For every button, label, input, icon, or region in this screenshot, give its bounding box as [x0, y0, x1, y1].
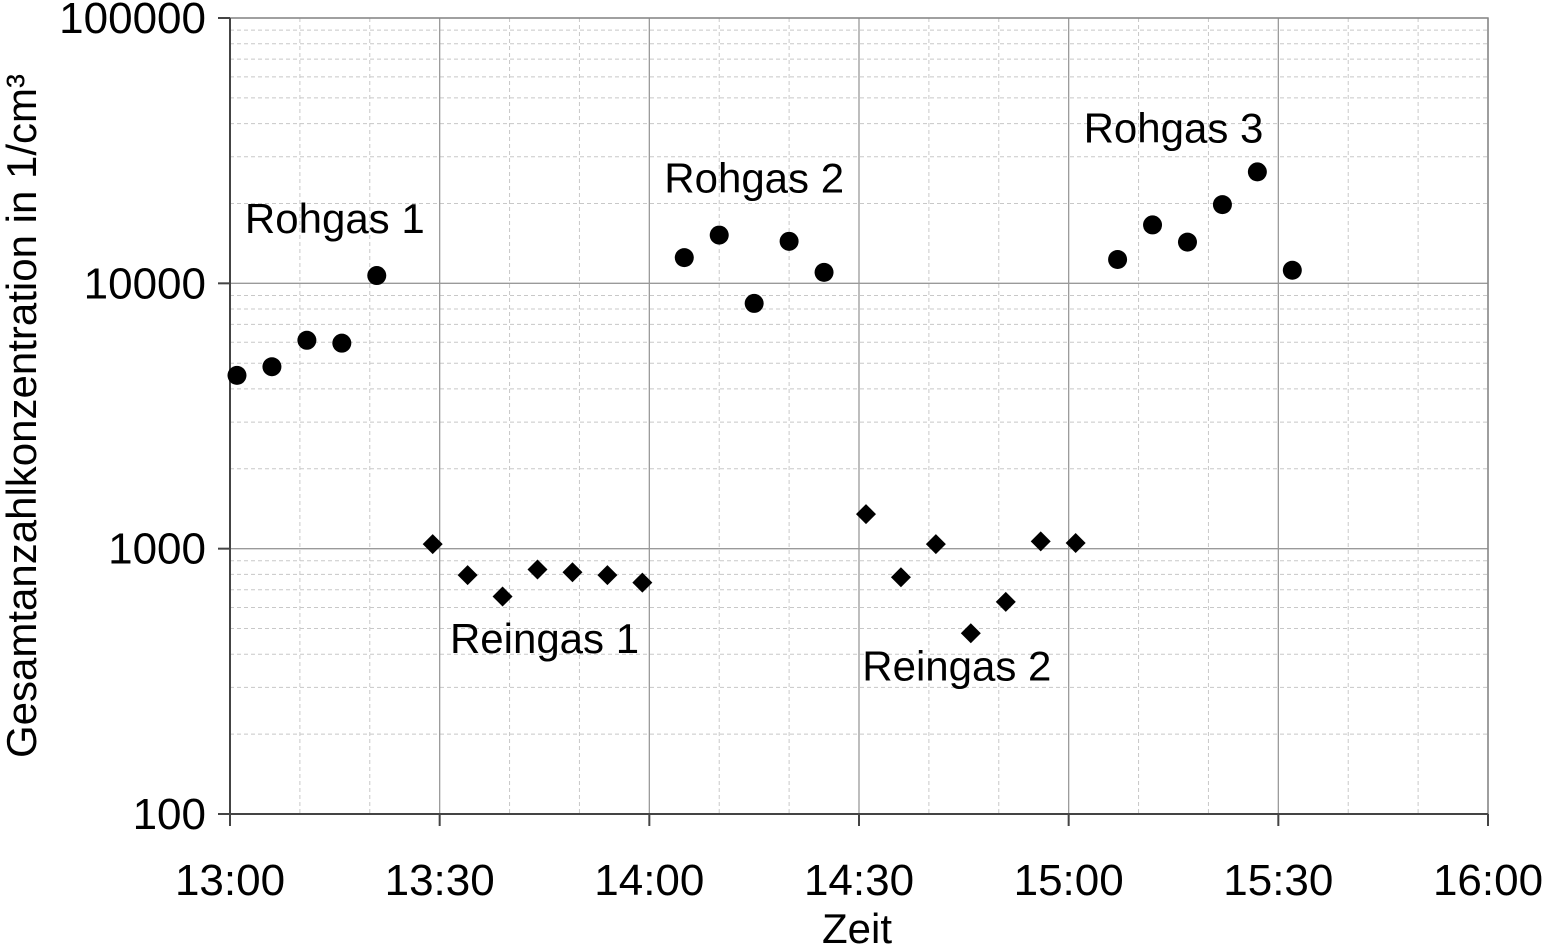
circle-point — [1212, 195, 1232, 215]
x-tick-labels: 13:00 13:30 14:00 14:30 15:00 15:30 16:00 — [175, 856, 1543, 905]
circle-point — [227, 365, 247, 385]
x-tick-label: 14:30 — [804, 856, 914, 905]
diamond-point — [562, 562, 583, 583]
annotation-label: Rohgas 1 — [245, 195, 425, 242]
circle-point — [1143, 215, 1163, 235]
y-tick-label: 100000 — [59, 0, 206, 43]
y-tick-labels: 100 1000 10000 100000 — [59, 0, 206, 839]
diamond-point — [960, 623, 981, 644]
circle-point — [779, 231, 799, 251]
diamond-point — [890, 567, 911, 588]
annotation-label: Rohgas 3 — [1084, 104, 1264, 151]
diamond-point — [1030, 531, 1051, 552]
annotations: Rohgas 1 Rohgas 2 Rohgas 3 Reingas 1 Reingas… — [245, 104, 1263, 689]
y-tick-label: 1000 — [108, 525, 206, 574]
circle-point — [367, 266, 387, 286]
diamond-point — [422, 534, 443, 555]
diamond-point — [457, 565, 478, 586]
diamond-point — [995, 591, 1016, 612]
annotation-label: Rohgas 2 — [664, 154, 844, 201]
y-tick-label: 100 — [133, 790, 206, 839]
circle-point — [1177, 232, 1197, 252]
axes — [218, 17, 1489, 826]
diamond-point — [597, 565, 618, 586]
diamond-point — [855, 504, 876, 525]
circle-point — [674, 248, 694, 268]
diamond-point — [1065, 533, 1086, 554]
diamond-point — [632, 572, 653, 593]
annotation-label: Reingas 1 — [450, 615, 639, 662]
diamond-point — [925, 534, 946, 555]
circle-point — [1108, 249, 1128, 269]
diamond-point — [492, 586, 513, 607]
circle-point — [1247, 162, 1267, 182]
circle-point — [744, 293, 764, 313]
annotation-label: Reingas 2 — [862, 643, 1051, 690]
diamond-point — [527, 559, 548, 580]
x-tick-label: 14:00 — [594, 856, 704, 905]
y-axis-title: Gesamtanzahlkonzentration in 1/cm³ — [0, 74, 45, 758]
circle-point — [814, 262, 834, 282]
circle-point — [262, 357, 282, 377]
circle-point — [1282, 260, 1302, 280]
data-points — [227, 162, 1302, 644]
y-tick-label: 10000 — [84, 259, 206, 308]
major-gridlines — [229, 17, 1489, 815]
x-tick-label: 13:00 — [175, 856, 285, 905]
x-tick-label: 16:00 — [1433, 856, 1543, 905]
x-tick-label: 13:30 — [385, 856, 495, 905]
x-tick-label: 15:00 — [1014, 856, 1124, 905]
x-tick-label: 15:30 — [1223, 856, 1333, 905]
x-axis-title: Zeit — [822, 905, 892, 946]
circle-point — [297, 330, 317, 350]
circle-point — [709, 225, 729, 245]
circle-point — [332, 333, 352, 353]
